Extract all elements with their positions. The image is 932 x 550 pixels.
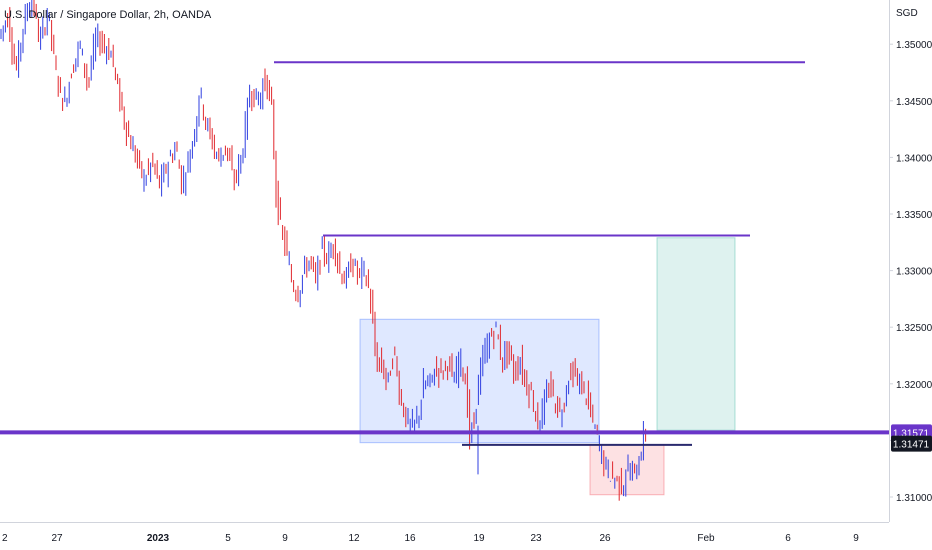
y-tick-label: 1.33000 bbox=[896, 267, 932, 278]
x-tick-label: 6 bbox=[785, 533, 791, 544]
currency-label: SGD bbox=[896, 8, 918, 19]
annotation-boxes bbox=[359, 237, 736, 496]
x-tick-label: Feb bbox=[697, 533, 715, 544]
x-axis-ticks: 2 27 2023 5 9 12 16 19 23 26 Feb 6 9 bbox=[2, 533, 859, 544]
annotation-box bbox=[589, 444, 665, 496]
x-tick-label: 16 bbox=[404, 533, 416, 544]
x-tick-label: 12 bbox=[348, 533, 360, 544]
price-tag-label: 1.31571 bbox=[893, 428, 930, 439]
y-tick-label: 1.33500 bbox=[896, 210, 932, 221]
x-tick-label: 5 bbox=[225, 533, 231, 544]
x-tick-label: 2 bbox=[2, 533, 8, 544]
x-tick-label: 19 bbox=[473, 533, 485, 544]
price-tag bbox=[891, 435, 932, 452]
annotation-box bbox=[359, 318, 600, 444]
y-tick-label: 1.32000 bbox=[896, 380, 932, 391]
candlestick-series bbox=[0, 0, 647, 501]
y-tick-label: 1.31000 bbox=[896, 493, 932, 504]
x-tick-label: 26 bbox=[599, 533, 611, 544]
chart-title: U.S. Dollar / Singapore Dollar, 2h, OAND… bbox=[4, 9, 212, 21]
y-tick-label: 1.32500 bbox=[896, 323, 932, 334]
x-tick-label: 9 bbox=[853, 533, 859, 544]
x-tick-label: 9 bbox=[282, 533, 288, 544]
y-tick-label: 1.35000 bbox=[896, 40, 932, 51]
x-tick-label: 23 bbox=[530, 533, 542, 544]
annotation-lines bbox=[0, 61, 889, 446]
x-tick-label: 27 bbox=[51, 533, 63, 544]
x-tick-label: 2023 bbox=[147, 533, 170, 544]
y-tick-label: 1.34000 bbox=[896, 153, 932, 164]
price-tag-label: 1.31471 bbox=[893, 440, 930, 451]
y-tick-label: 1.34500 bbox=[896, 97, 932, 108]
annotation-box bbox=[656, 237, 736, 431]
